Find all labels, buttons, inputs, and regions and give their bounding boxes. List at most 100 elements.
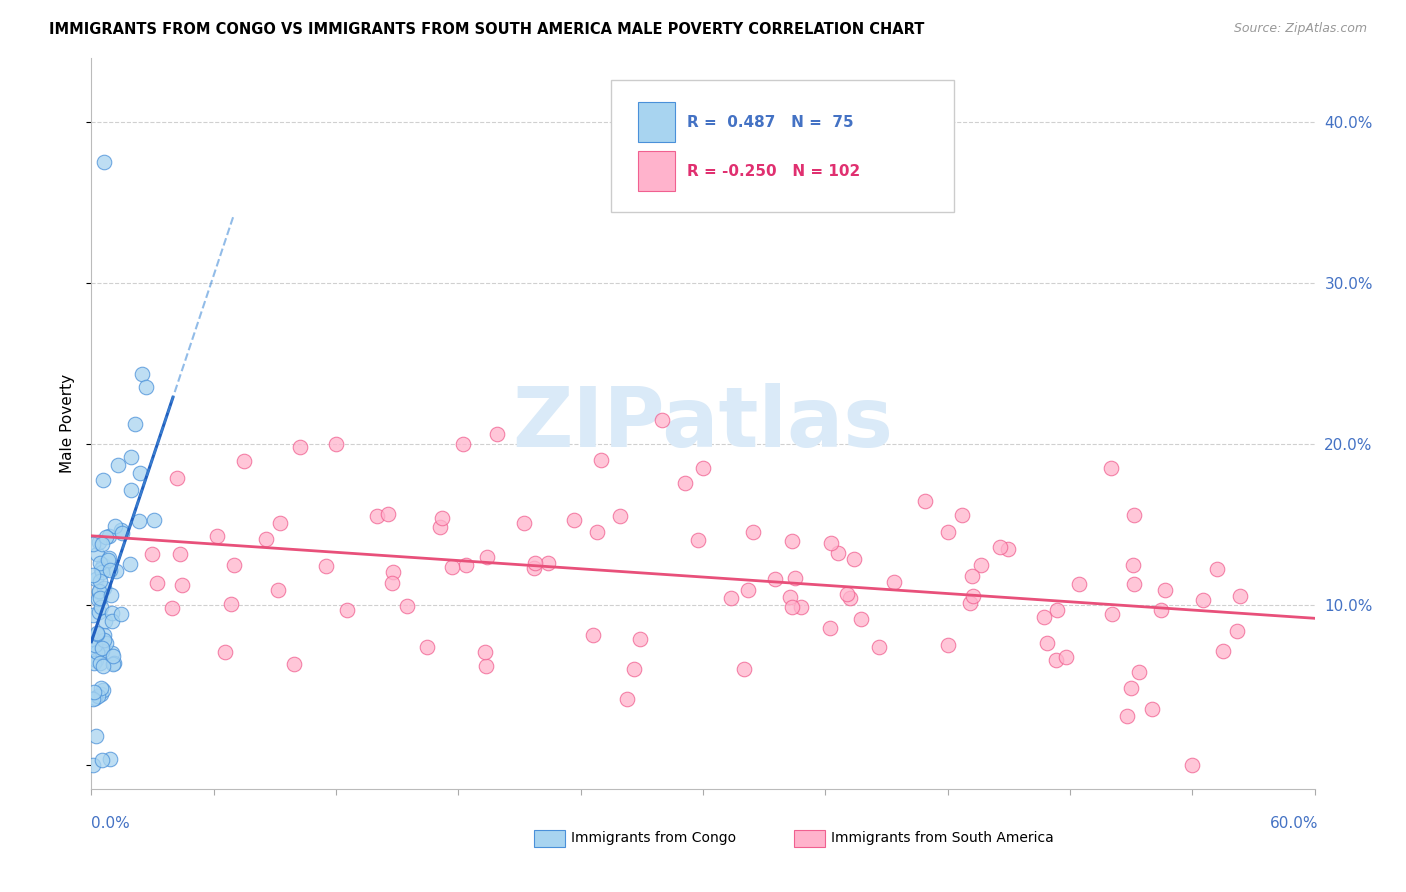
Point xyxy=(93,581,115,595)
Point xyxy=(100,614,122,628)
Point xyxy=(110,524,132,538)
Point xyxy=(474,645,496,659)
Point xyxy=(83,685,105,699)
Point xyxy=(950,508,973,522)
Point xyxy=(429,520,451,534)
Point xyxy=(98,529,121,543)
Point xyxy=(98,563,121,577)
Point xyxy=(110,607,132,621)
Point xyxy=(960,569,983,583)
Point xyxy=(82,568,104,582)
Point xyxy=(673,476,696,491)
Text: R =  0.487   N =  75: R = 0.487 N = 75 xyxy=(688,115,853,130)
Point xyxy=(623,662,645,676)
Point xyxy=(104,519,127,533)
FancyBboxPatch shape xyxy=(612,80,953,211)
Point xyxy=(827,546,849,560)
Point xyxy=(84,729,107,743)
Point xyxy=(94,614,117,628)
Point xyxy=(720,591,742,605)
FancyBboxPatch shape xyxy=(638,151,675,191)
Point xyxy=(1101,607,1123,621)
Point xyxy=(103,657,125,671)
Point xyxy=(84,653,107,667)
Point xyxy=(82,632,104,646)
Point xyxy=(103,649,125,664)
Point xyxy=(97,550,120,565)
Point xyxy=(1128,665,1150,679)
Point xyxy=(1115,709,1137,723)
Text: 60.0%: 60.0% xyxy=(1271,816,1319,831)
Point xyxy=(582,628,605,642)
Point xyxy=(142,513,165,527)
Point xyxy=(1045,653,1067,667)
Point xyxy=(283,657,305,672)
Point xyxy=(100,588,122,602)
Point xyxy=(86,626,108,640)
Point xyxy=(118,558,141,572)
Text: ZIPatlas: ZIPatlas xyxy=(513,384,893,464)
Point xyxy=(970,558,993,572)
Y-axis label: Male Poverty: Male Poverty xyxy=(59,374,75,474)
Text: 0.0%: 0.0% xyxy=(91,816,131,831)
Point xyxy=(160,601,183,615)
Point xyxy=(686,533,709,547)
Point xyxy=(1149,602,1171,616)
Point xyxy=(96,636,118,650)
Point xyxy=(628,632,651,647)
Text: Source: ZipAtlas.com: Source: ZipAtlas.com xyxy=(1233,22,1367,36)
Point xyxy=(172,578,194,592)
Point xyxy=(86,572,108,586)
Point xyxy=(232,454,254,468)
Point xyxy=(105,565,128,579)
Point xyxy=(959,596,981,610)
Point xyxy=(336,603,359,617)
Point xyxy=(1099,461,1122,475)
Point xyxy=(103,657,125,671)
Point xyxy=(93,155,115,169)
Point xyxy=(135,380,157,394)
Point xyxy=(430,511,453,525)
Point xyxy=(564,513,586,527)
Point xyxy=(868,640,890,654)
Point xyxy=(962,589,984,603)
Point xyxy=(737,583,759,598)
Point xyxy=(90,687,112,701)
Point xyxy=(377,507,399,521)
Point xyxy=(325,437,347,451)
Text: R = -0.250   N = 102: R = -0.250 N = 102 xyxy=(688,164,860,179)
Point xyxy=(107,458,129,472)
Point xyxy=(783,571,806,585)
Point xyxy=(733,662,755,676)
Point xyxy=(93,632,115,647)
Point xyxy=(90,562,112,576)
Point xyxy=(1206,561,1229,575)
Point xyxy=(82,537,104,551)
Point xyxy=(742,525,765,540)
Point xyxy=(1046,603,1069,617)
Point xyxy=(89,585,111,599)
Point xyxy=(1054,649,1077,664)
Point xyxy=(1154,582,1177,597)
Point xyxy=(820,535,842,549)
Point xyxy=(82,758,104,772)
Point xyxy=(87,535,110,549)
Point xyxy=(395,599,418,613)
Point xyxy=(651,412,673,426)
Text: IMMIGRANTS FROM CONGO VS IMMIGRANTS FROM SOUTH AMERICA MALE POVERTY CORRELATION : IMMIGRANTS FROM CONGO VS IMMIGRANTS FROM… xyxy=(49,22,925,37)
Point xyxy=(221,597,243,611)
Point xyxy=(82,692,104,706)
Point xyxy=(98,752,121,766)
Point xyxy=(780,599,803,614)
FancyBboxPatch shape xyxy=(638,102,675,142)
Point xyxy=(477,549,499,564)
Point xyxy=(1067,576,1090,591)
Point xyxy=(790,600,813,615)
Point xyxy=(93,628,115,642)
Point xyxy=(914,493,936,508)
Point xyxy=(851,612,873,626)
Point xyxy=(591,453,613,467)
Point xyxy=(936,638,959,652)
Point xyxy=(524,556,547,570)
Text: Immigrants from South America: Immigrants from South America xyxy=(831,830,1053,845)
